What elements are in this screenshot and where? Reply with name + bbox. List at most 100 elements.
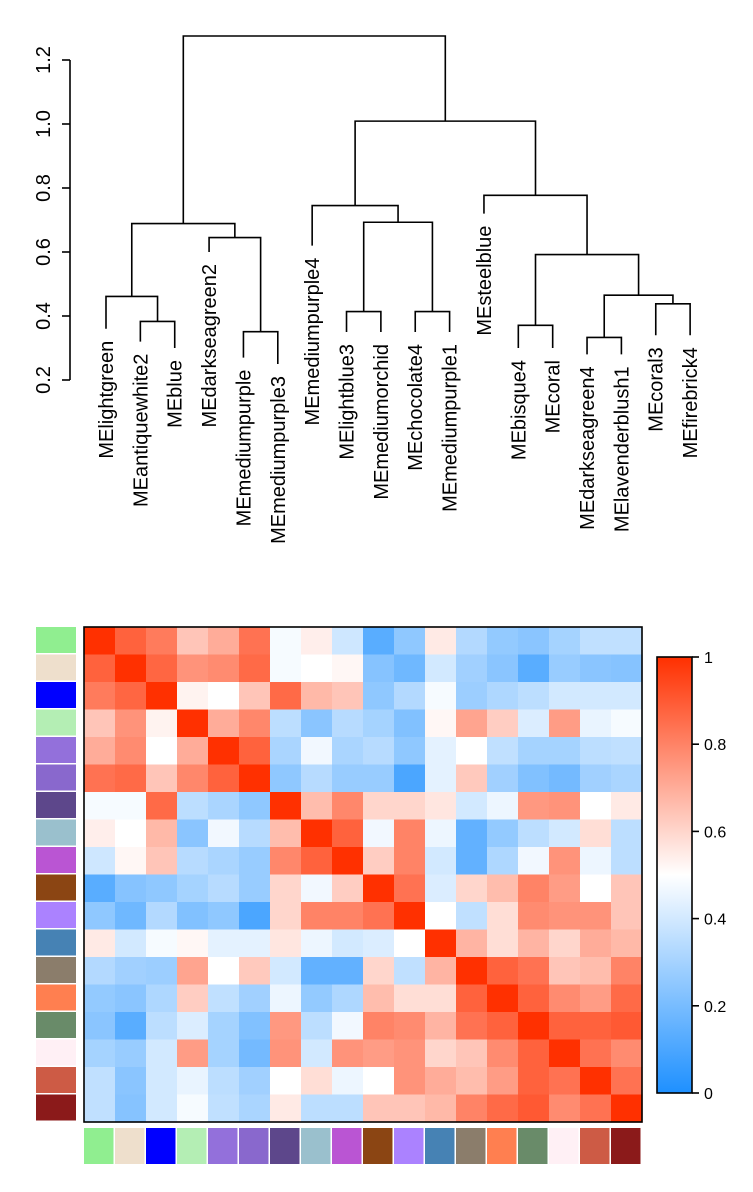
heatmap-cell <box>518 984 550 1013</box>
leaf-label: MEcoral3 <box>646 347 668 431</box>
heatmap-cell <box>146 1067 178 1096</box>
heatmap-cell <box>177 792 209 821</box>
heatmap-cell <box>456 1094 488 1123</box>
heatmap-cell <box>146 792 178 821</box>
leaf-label: MEsteelblue <box>474 226 496 336</box>
heatmap-cell <box>208 1039 240 1068</box>
column-color-swatch <box>177 1128 207 1164</box>
heatmap-cell <box>177 874 209 903</box>
row-color-swatch <box>36 1067 76 1093</box>
heatmap-cell <box>487 1094 519 1123</box>
heatmap-cell <box>549 847 581 876</box>
heatmap-cell <box>518 682 550 711</box>
heatmap-cell <box>363 682 395 711</box>
heatmap-cell <box>487 847 519 876</box>
heatmap-cell <box>549 874 581 903</box>
heatmap-cell <box>332 1067 364 1096</box>
heatmap-cell <box>115 1039 147 1068</box>
leaf-label: MEbisque4 <box>508 360 530 460</box>
heatmap-cell <box>301 902 333 931</box>
heatmap-cell <box>270 957 302 986</box>
heatmap-cell <box>363 1012 395 1041</box>
heatmap-cell <box>611 1012 643 1041</box>
heatmap-cell <box>177 1094 209 1123</box>
heatmap-cell <box>208 792 240 821</box>
heatmap-cell <box>177 709 209 738</box>
dendrogram-branch <box>603 294 674 338</box>
heatmap-cell <box>177 957 209 986</box>
heatmap-cell <box>208 1094 240 1123</box>
heatmap-cell <box>332 654 364 683</box>
heatmap-cell <box>487 709 519 738</box>
heatmap-cell <box>208 929 240 958</box>
leaf-label: MEmediumpurple4 <box>302 258 324 426</box>
heatmap-cell <box>301 1012 333 1041</box>
heatmap-cell <box>518 654 550 683</box>
heatmap-cell <box>115 929 147 958</box>
dendrogram-branch <box>362 221 434 312</box>
heatmap-cell <box>456 1039 488 1068</box>
heatmap-cell <box>301 984 333 1013</box>
heatmap-cell <box>270 709 302 738</box>
heatmap-cell <box>363 902 395 931</box>
heatmap-cell <box>332 737 364 766</box>
heatmap-cell <box>332 1094 364 1123</box>
heatmap-cell <box>549 792 581 821</box>
heatmap-cell <box>177 682 209 711</box>
heatmap-cell <box>301 874 333 903</box>
heatmap-cell <box>84 709 116 738</box>
heatmap-cell <box>146 929 178 958</box>
column-color-swatch <box>239 1128 269 1164</box>
heatmap-row-color-bar <box>36 627 76 1121</box>
heatmap-cell <box>456 682 488 711</box>
column-color-swatch <box>332 1128 362 1164</box>
column-color-swatch <box>115 1128 145 1164</box>
heatmap-cell <box>487 792 519 821</box>
heatmap-cell <box>611 1039 643 1068</box>
heatmap-cell <box>394 1039 426 1068</box>
heatmap-cell <box>487 627 519 656</box>
heatmap-cell <box>580 819 612 848</box>
heatmap <box>36 626 643 1164</box>
heatmap-cell <box>611 957 643 986</box>
leaf-label: MEfirebrick4 <box>680 347 702 458</box>
heatmap-cell <box>363 847 395 876</box>
heatmap-cell <box>611 709 643 738</box>
heatmap-cell <box>425 654 457 683</box>
leaf-label: MEdarkseagreen4 <box>577 366 599 529</box>
heatmap-cell <box>425 957 457 986</box>
heatmap-cell <box>456 929 488 958</box>
heatmap-cell <box>270 929 302 958</box>
heatmap-cell <box>332 764 364 793</box>
heatmap-cell <box>208 984 240 1013</box>
heatmap-cell <box>394 682 426 711</box>
heatmap-cell <box>363 984 395 1013</box>
heatmap-cell <box>549 682 581 711</box>
heatmap-cell <box>239 792 271 821</box>
heatmap-cell <box>363 792 395 821</box>
heatmap-cell <box>487 902 519 931</box>
heatmap-cell <box>177 984 209 1013</box>
heatmap-cell <box>177 902 209 931</box>
heatmap-cell <box>177 1012 209 1041</box>
heatmap-cell <box>394 929 426 958</box>
heatmap-cell <box>580 1094 612 1123</box>
heatmap-cell <box>611 847 643 876</box>
dendrogram-branch <box>139 320 176 348</box>
heatmap-cell <box>425 902 457 931</box>
heatmap-cell <box>270 874 302 903</box>
heatmap-cell <box>239 874 271 903</box>
heatmap-cell <box>487 682 519 711</box>
row-color-swatch <box>36 984 76 1011</box>
heatmap-cell <box>363 709 395 738</box>
heatmap-cell <box>270 984 302 1013</box>
heatmap-cell <box>487 654 519 683</box>
heatmap-cell <box>208 819 240 848</box>
heatmap-cell <box>208 957 240 986</box>
heatmap-cell <box>425 874 457 903</box>
heatmap-cell <box>611 874 643 903</box>
heatmap-cell <box>456 654 488 683</box>
heatmap-cell <box>146 957 178 986</box>
heatmap-cell <box>332 682 364 711</box>
heatmap-cell <box>115 984 147 1013</box>
